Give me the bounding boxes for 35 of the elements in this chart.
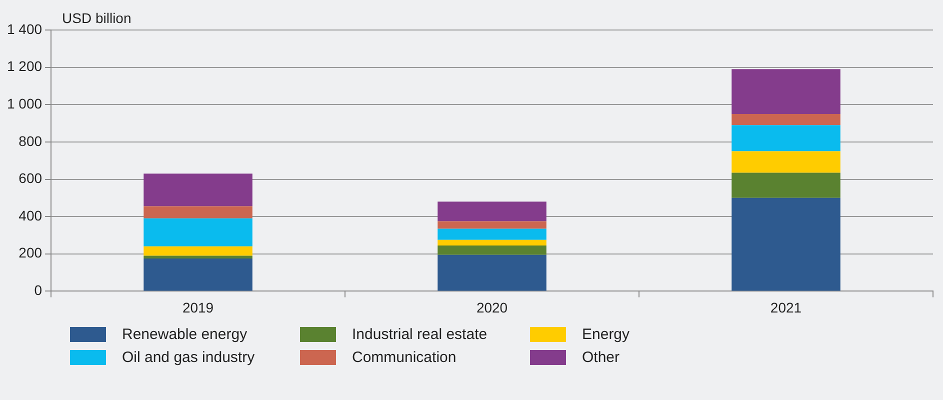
bar (732, 114, 840, 126)
y-tick-label: 1 200 (6, 58, 42, 74)
legend-label: Industrial real estate (352, 326, 488, 343)
bar (438, 202, 546, 222)
legend-label: Communication (352, 349, 456, 366)
y-axis-title: USD billion (62, 10, 132, 26)
bar (144, 174, 252, 206)
bar (438, 221, 546, 229)
bar (438, 245, 546, 255)
x-tick-label: 2019 (182, 299, 214, 316)
y-tick-label: 0 (34, 282, 42, 298)
bar (438, 228, 546, 240)
bar (144, 206, 252, 218)
legend-label: Oil and gas industry (122, 349, 255, 366)
bar (144, 218, 252, 246)
bar (732, 69, 840, 114)
bar (438, 240, 546, 246)
bar (144, 246, 252, 256)
legend-label: Energy (582, 326, 630, 343)
y-tick-label: 1 400 (6, 20, 42, 37)
y-tick-label: 200 (18, 244, 42, 261)
y-tick-label: 1 000 (6, 95, 42, 112)
legend-label: Other (582, 349, 620, 366)
bar (438, 254, 546, 291)
legend-label: Renewable energy (122, 326, 248, 343)
x-tick-label: 2021 (770, 299, 802, 316)
bar (732, 151, 840, 173)
y-tick-label: 600 (18, 170, 42, 186)
bar (732, 172, 840, 198)
y-tick-label: 800 (18, 132, 42, 149)
bar (732, 125, 840, 152)
x-tick-label: 2020 (476, 299, 508, 316)
bar (732, 198, 840, 291)
y-tick-label: 400 (18, 207, 42, 224)
bar (144, 258, 252, 291)
